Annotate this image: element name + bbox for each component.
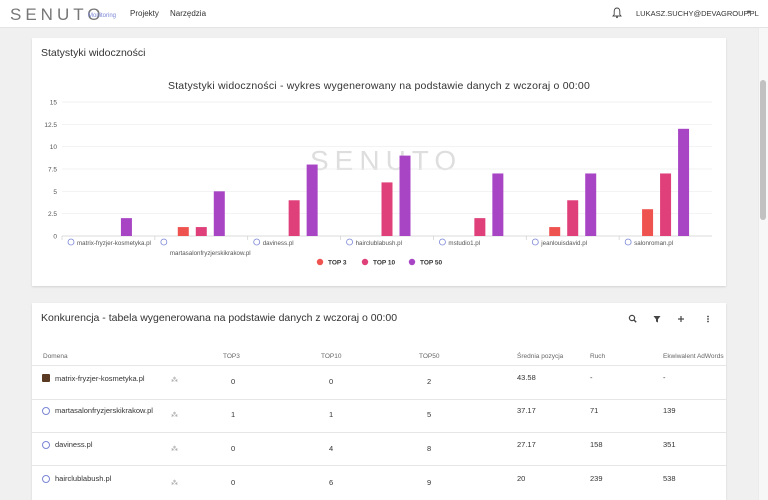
col-avg-position[interactable]: Średnia pozycja (517, 353, 564, 360)
cell-top3: 0 (231, 377, 236, 386)
cell-adwords: 351 (663, 440, 676, 449)
globe-icon (42, 441, 50, 449)
visibility-card: Statystyki widoczności Statystyki widocz… (32, 38, 726, 286)
nav-tools[interactable]: Narzędzia (170, 9, 207, 18)
cell-traffic: 239 (590, 474, 603, 483)
cell-traffic: 158 (590, 440, 603, 449)
cell-top10: 0 (329, 377, 334, 386)
search-icon[interactable] (626, 312, 640, 326)
cell-top50: 8 (427, 444, 432, 453)
cell-avg: 20 (517, 474, 526, 483)
table-row[interactable] (32, 399, 726, 432)
scrollbar-thumb[interactable] (760, 80, 766, 220)
globe-icon (42, 475, 50, 483)
hierarchy-icon[interactable]: ⁂ (171, 412, 178, 419)
domain-name[interactable]: martasalonfryzjerskikrakow.pl (55, 406, 153, 415)
card-title: Statystyki widoczności (41, 47, 146, 59)
top-bar: SENUTO Monitoring Projekty Narzędzia LUK… (0, 0, 768, 28)
domain-name[interactable]: matrix-fryzjer-kosmetyka.pl (55, 374, 145, 383)
col-top3[interactable]: TOP3 (223, 353, 240, 360)
filter-icon[interactable] (650, 312, 664, 326)
app-logo[interactable]: SENUTO (10, 5, 105, 24)
cell-top3: 0 (231, 478, 236, 487)
cell-avg: 37.17 (517, 406, 536, 415)
add-icon[interactable] (674, 312, 688, 326)
cell-top50: 2 (427, 377, 432, 386)
cell-adwords: 139 (663, 406, 676, 415)
domain-name[interactable]: daviness.pl (55, 440, 93, 449)
scrollbar-track[interactable] (758, 28, 768, 500)
col-top50[interactable]: TOP50 (419, 353, 440, 360)
hierarchy-icon[interactable]: ⁂ (171, 446, 178, 453)
table-row[interactable] (32, 432, 726, 465)
col-domain[interactable]: Domena (43, 353, 68, 360)
chevron-down-icon[interactable]: ▼ (746, 10, 752, 16)
hierarchy-icon[interactable]: ⁂ (171, 377, 178, 384)
nav-projects[interactable]: Projekty (130, 9, 159, 18)
col-adwords[interactable]: Ekwiwalent AdWords (663, 353, 724, 360)
site-favicon (42, 374, 50, 382)
cell-avg: 27.17 (517, 440, 536, 449)
cell-adwords: 538 (663, 474, 676, 483)
competition-card: Konkurencja - tabela wygenerowana na pod… (32, 303, 726, 500)
domain-name[interactable]: hairclublabush.pl (55, 474, 112, 483)
table-row[interactable] (32, 365, 726, 399)
user-menu[interactable]: LUKASZ.SUCHY@DEVAGROUP.PL (636, 9, 759, 18)
cell-adwords: - (663, 373, 666, 382)
cell-traffic: - (590, 373, 593, 382)
cell-top50: 5 (427, 410, 432, 419)
cell-top3: 0 (231, 444, 236, 453)
table-row[interactable] (32, 465, 726, 500)
cell-top3: 1 (231, 410, 236, 419)
card-title: Konkurencja - tabela wygenerowana na pod… (41, 312, 398, 324)
cell-top50: 9 (427, 478, 432, 487)
cell-top10: 4 (329, 444, 334, 453)
cell-top10: 1 (329, 410, 334, 419)
col-traffic[interactable]: Ruch (590, 353, 606, 360)
logo-subtitle: Monitoring (88, 13, 117, 19)
watermark: SENUTO (310, 145, 463, 176)
globe-icon (42, 407, 50, 415)
chart-title: Statystyki widoczności - wykres wygenero… (167, 80, 590, 92)
cell-traffic: 71 (590, 406, 599, 415)
col-top10[interactable]: TOP10 (321, 353, 342, 360)
cell-avg: 43.58 (517, 373, 536, 382)
more-vert-icon[interactable] (701, 312, 715, 326)
bell-icon[interactable] (612, 7, 622, 19)
cell-top10: 6 (329, 478, 334, 487)
hierarchy-icon[interactable]: ⁂ (171, 480, 178, 487)
